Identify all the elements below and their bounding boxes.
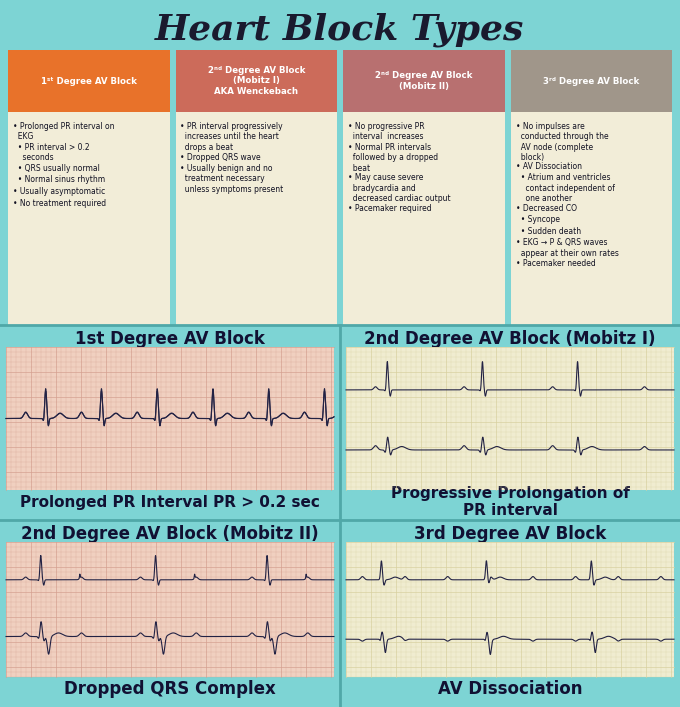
Text: 3ʳᵈ Degree AV Block: 3ʳᵈ Degree AV Block: [543, 76, 639, 86]
Text: • No treatment required: • No treatment required: [13, 199, 106, 207]
FancyBboxPatch shape: [175, 50, 337, 112]
Text: Dropped QRS Complex: Dropped QRS Complex: [64, 680, 276, 698]
FancyBboxPatch shape: [343, 112, 505, 325]
FancyBboxPatch shape: [8, 50, 169, 112]
Text: • Prolonged PR interval on
  EKG: • Prolonged PR interval on EKG: [13, 122, 114, 141]
Bar: [346, 542, 674, 677]
Text: • PR interval > 0.2
    seconds: • PR interval > 0.2 seconds: [13, 143, 90, 163]
Text: • May cause severe
  bradycardia and
  decreased cardiac output: • May cause severe bradycardia and decre…: [348, 173, 451, 204]
FancyBboxPatch shape: [8, 112, 169, 325]
FancyBboxPatch shape: [343, 50, 505, 112]
Text: Heart Block Types: Heart Block Types: [155, 13, 525, 47]
Text: Progressive Prolongation of
PR interval: Progressive Prolongation of PR interval: [390, 486, 630, 518]
Text: • Syncope: • Syncope: [515, 216, 560, 225]
Text: 1ˢᵗ Degree AV Block: 1ˢᵗ Degree AV Block: [41, 76, 137, 86]
Text: 2nd Degree AV Block (Mobitz II): 2nd Degree AV Block (Mobitz II): [21, 525, 319, 543]
Text: • Normal PR intervals
  followed by a dropped
  beat: • Normal PR intervals followed by a drop…: [348, 143, 438, 173]
Text: • EKG → P & QRS waves
  appear at their own rates: • EKG → P & QRS waves appear at their ow…: [515, 238, 618, 258]
Bar: [6, 542, 334, 677]
Text: • Normal sinus rhythm: • Normal sinus rhythm: [13, 175, 105, 185]
Bar: [346, 347, 674, 490]
Text: • No impulses are
  conducted through the
  AV node (complete
  block): • No impulses are conducted through the …: [515, 122, 608, 162]
Text: • Decreased CO: • Decreased CO: [515, 204, 577, 213]
Text: • Usually benign and no
  treatment necessary
  unless symptoms present: • Usually benign and no treatment necess…: [180, 164, 284, 194]
Text: 2ⁿᵈ Degree AV Block
(Mobitz I)
AKA Wenckebach: 2ⁿᵈ Degree AV Block (Mobitz I) AKA Wenck…: [207, 66, 305, 96]
Text: • Usually asymptomatic: • Usually asymptomatic: [13, 187, 105, 196]
Text: • No progressive PR
  interval  increases: • No progressive PR interval increases: [348, 122, 424, 141]
FancyBboxPatch shape: [511, 112, 672, 325]
FancyBboxPatch shape: [175, 112, 337, 325]
FancyBboxPatch shape: [511, 50, 672, 112]
Text: Prolonged PR Interval PR > 0.2 sec: Prolonged PR Interval PR > 0.2 sec: [20, 494, 320, 510]
Text: AV Dissociation: AV Dissociation: [438, 680, 582, 698]
Text: 2ⁿᵈ Degree AV Block
(Mobitz II): 2ⁿᵈ Degree AV Block (Mobitz II): [375, 71, 473, 90]
Text: • PR interval progressively
  increases until the heart
  drops a beat: • PR interval progressively increases un…: [180, 122, 283, 152]
Text: • Atrium and ventricles
    contact independent of
    one another: • Atrium and ventricles contact independ…: [515, 173, 614, 204]
Text: 3rd Degree AV Block: 3rd Degree AV Block: [414, 525, 606, 543]
Text: • Sudden death: • Sudden death: [515, 227, 581, 236]
Text: • QRS usually normal: • QRS usually normal: [13, 164, 100, 173]
Text: 1st Degree AV Block: 1st Degree AV Block: [75, 330, 265, 348]
Text: • Dropped QRS wave: • Dropped QRS wave: [180, 153, 261, 161]
Text: • Pacemaker required: • Pacemaker required: [348, 204, 432, 213]
Text: • Pacemaker needed: • Pacemaker needed: [515, 259, 595, 269]
Text: • AV Dissociation: • AV Dissociation: [515, 162, 581, 171]
Bar: [6, 347, 334, 490]
Text: 2nd Degree AV Block (Mobitz I): 2nd Degree AV Block (Mobitz I): [364, 330, 656, 348]
